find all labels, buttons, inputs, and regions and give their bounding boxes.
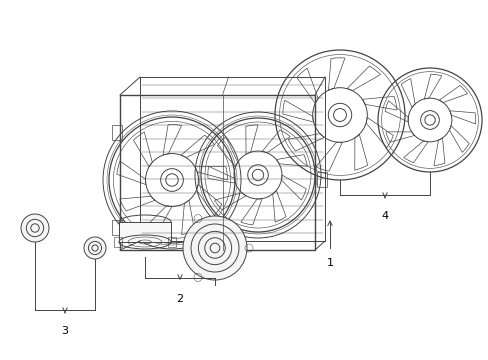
Bar [168, 237, 176, 247]
Bar [140, 77, 325, 241]
Circle shape [183, 216, 246, 280]
Bar [119, 222, 171, 242]
Bar [112, 125, 122, 140]
Bar [316, 172, 326, 187]
Bar [114, 237, 122, 247]
Bar [112, 220, 122, 235]
Circle shape [21, 214, 49, 242]
Text: 1: 1 [326, 258, 333, 268]
Bar [120, 95, 314, 250]
Text: 2: 2 [176, 294, 183, 304]
Text: 3: 3 [61, 326, 68, 336]
Text: 4: 4 [381, 211, 388, 221]
Circle shape [84, 237, 106, 259]
